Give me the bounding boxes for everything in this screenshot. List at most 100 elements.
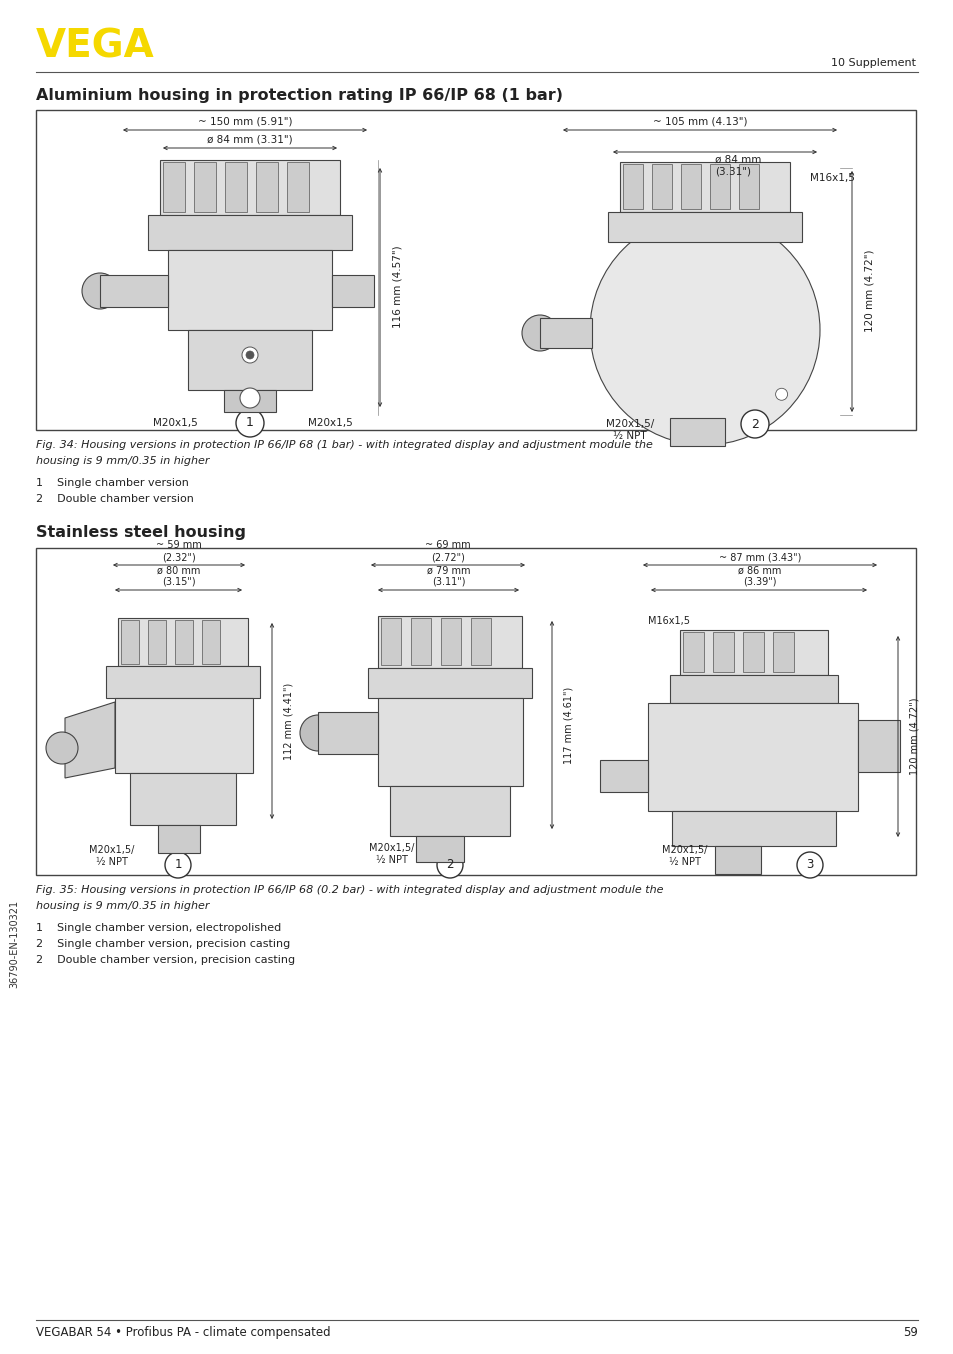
Text: 2    Single chamber version, precision casting: 2 Single chamber version, precision cast… [36, 940, 290, 949]
Text: ~ 105 mm (4.13"): ~ 105 mm (4.13") [652, 116, 746, 126]
Bar [714, 846, 760, 873]
Bar [411, 617, 431, 665]
Bar [669, 676, 837, 703]
Bar [368, 668, 532, 699]
Bar [174, 620, 193, 663]
Bar [416, 835, 463, 862]
Bar [669, 418, 724, 445]
Bar [377, 616, 521, 668]
Bar [115, 699, 253, 773]
Circle shape [82, 274, 118, 309]
Circle shape [521, 315, 558, 351]
Bar [168, 250, 332, 330]
Bar [332, 275, 374, 307]
Text: ø 80 mm
(3.15"): ø 80 mm (3.15") [157, 566, 200, 588]
Bar [772, 632, 793, 672]
Circle shape [589, 215, 820, 445]
Bar [390, 787, 510, 835]
Circle shape [299, 715, 335, 751]
Text: M20x1,5: M20x1,5 [307, 418, 352, 428]
Polygon shape [65, 701, 115, 779]
Text: VEGABAR 54 • Profibus PA - climate compensated: VEGABAR 54 • Profibus PA - climate compe… [36, 1326, 331, 1339]
Text: 2    Double chamber version: 2 Double chamber version [36, 494, 193, 504]
Text: Stainless steel housing: Stainless steel housing [36, 525, 246, 540]
Text: 117 mm (4.61"): 117 mm (4.61") [563, 686, 574, 764]
Bar [651, 164, 671, 209]
Bar [148, 620, 166, 663]
Bar [158, 825, 200, 853]
Circle shape [246, 351, 253, 359]
Bar [380, 617, 400, 665]
Bar [680, 164, 700, 209]
Circle shape [716, 226, 727, 237]
Bar [647, 703, 857, 811]
Text: 59: 59 [902, 1326, 917, 1339]
Bar [224, 390, 275, 412]
Text: M20x1,5: M20x1,5 [152, 418, 197, 428]
Bar [682, 632, 703, 672]
Text: 10 Supplement: 10 Supplement [830, 58, 915, 68]
Bar [709, 164, 729, 209]
Circle shape [681, 422, 693, 435]
Circle shape [46, 733, 78, 764]
Bar [36, 548, 915, 875]
Text: ~ 59 mm
(2.32"): ~ 59 mm (2.32") [156, 540, 202, 562]
Text: housing is 9 mm/0.35 in higher: housing is 9 mm/0.35 in higher [36, 900, 210, 911]
Circle shape [702, 738, 746, 783]
Bar [471, 617, 491, 665]
Text: M20x1,5/
½ NPT: M20x1,5/ ½ NPT [369, 844, 415, 865]
Bar [163, 162, 185, 213]
Text: M20x1,5/
½ NPT: M20x1,5/ ½ NPT [605, 418, 654, 440]
Bar [679, 630, 827, 676]
Circle shape [165, 852, 191, 877]
Text: 2    Double chamber version, precision casting: 2 Double chamber version, precision cast… [36, 955, 294, 965]
Bar [255, 162, 277, 213]
Circle shape [436, 852, 462, 877]
Bar [287, 162, 309, 213]
Text: ø 84 mm
(3.31"): ø 84 mm (3.31") [714, 154, 760, 176]
Bar [377, 699, 522, 787]
Bar [317, 712, 377, 754]
Text: Aluminium housing in protection rating IP 66/IP 68 (1 bar): Aluminium housing in protection rating I… [36, 88, 562, 103]
Text: M20x1,5/
½ NPT: M20x1,5/ ½ NPT [90, 845, 134, 867]
Bar [440, 617, 460, 665]
Text: 2: 2 [750, 417, 759, 431]
Bar [121, 620, 139, 663]
Bar [671, 811, 835, 846]
Text: 1: 1 [174, 858, 182, 872]
Bar [739, 164, 759, 209]
Text: 1: 1 [246, 417, 253, 429]
Bar [742, 632, 763, 672]
Circle shape [740, 410, 768, 437]
Text: 3: 3 [805, 858, 813, 872]
Bar [622, 164, 642, 209]
Bar [225, 162, 247, 213]
Bar [118, 617, 248, 666]
Text: housing is 9 mm/0.35 in higher: housing is 9 mm/0.35 in higher [36, 456, 210, 466]
Text: 2: 2 [446, 858, 454, 872]
Bar [619, 162, 789, 213]
Bar [599, 760, 647, 792]
Text: ø 79 mm
(3.11"): ø 79 mm (3.11") [427, 566, 470, 588]
Bar [712, 632, 733, 672]
Circle shape [775, 389, 787, 401]
Bar [539, 318, 592, 348]
Text: M16x1,5: M16x1,5 [647, 616, 689, 626]
Text: VEGA: VEGA [36, 28, 154, 66]
Bar [148, 215, 352, 250]
Text: Fig. 34: Housing versions in protection IP 66/IP 68 (1 bar) - with integrated di: Fig. 34: Housing versions in protection … [36, 440, 652, 450]
Text: M20x1,5/
½ NPT: M20x1,5/ ½ NPT [661, 845, 707, 867]
Bar [607, 213, 801, 242]
Text: ø 84 mm (3.31"): ø 84 mm (3.31") [207, 134, 293, 144]
Text: 1    Single chamber version, electropolished: 1 Single chamber version, electropolishe… [36, 923, 281, 933]
Text: ~ 150 mm (5.91"): ~ 150 mm (5.91") [197, 116, 292, 126]
Circle shape [242, 347, 257, 363]
Text: 120 mm (4.72"): 120 mm (4.72") [909, 697, 919, 774]
Bar [202, 620, 220, 663]
Bar [188, 330, 312, 390]
Bar [857, 720, 899, 772]
Bar [130, 773, 235, 825]
Circle shape [796, 852, 822, 877]
Text: 116 mm (4.57"): 116 mm (4.57") [393, 245, 402, 328]
Bar [100, 275, 168, 307]
